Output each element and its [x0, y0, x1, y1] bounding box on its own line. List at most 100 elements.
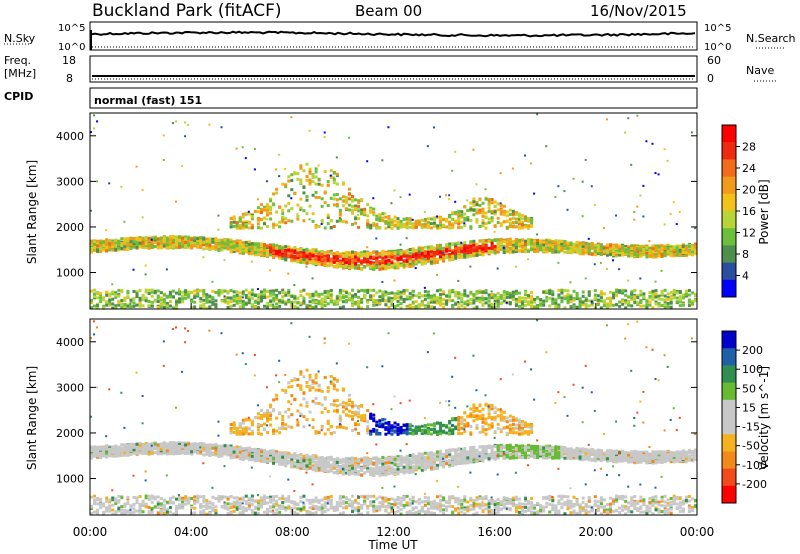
power-cell — [651, 297, 655, 301]
power-cell — [372, 207, 376, 211]
power-cell — [469, 246, 473, 250]
power-cell — [247, 295, 251, 299]
power-cell — [357, 295, 361, 299]
power-cell — [493, 230, 496, 233]
power-cell — [487, 299, 491, 303]
power-cell — [426, 305, 430, 309]
power-cell — [642, 292, 646, 296]
power-cell — [599, 252, 603, 256]
power-cell — [241, 251, 245, 255]
velocity-cell — [96, 509, 100, 513]
power-cell — [472, 208, 476, 212]
power-cell — [220, 291, 224, 295]
power-cell — [439, 255, 443, 259]
power-cell — [390, 218, 394, 222]
power-cell — [372, 263, 376, 267]
power-cell — [278, 225, 282, 229]
power-cell — [323, 169, 327, 173]
power-cell — [484, 222, 488, 226]
power-cell — [205, 300, 209, 304]
power-cell — [302, 255, 306, 259]
power-cell — [272, 251, 276, 255]
power-cell — [357, 225, 361, 229]
power-cell — [414, 258, 418, 262]
power-cell — [281, 256, 285, 260]
power-cell — [241, 299, 245, 303]
power-cell — [105, 229, 108, 232]
power-cell — [190, 241, 194, 245]
power-cell — [232, 299, 236, 303]
power-cell — [536, 113, 539, 116]
power-cell — [332, 252, 336, 256]
power-cell — [584, 305, 588, 309]
power-cell — [281, 215, 285, 219]
power-cell — [214, 246, 218, 250]
power-cell — [96, 244, 100, 248]
power-cell — [542, 243, 546, 247]
power-cell — [220, 240, 224, 244]
power-cell — [533, 297, 537, 301]
power-cell — [232, 215, 236, 219]
power-cell — [605, 297, 609, 301]
power-cell — [159, 291, 163, 295]
power-cell — [269, 199, 273, 203]
power-cell — [442, 246, 446, 250]
power-cell — [548, 240, 552, 244]
power-cell — [214, 299, 218, 303]
power-cell — [256, 206, 260, 210]
power-cell — [678, 298, 682, 302]
power-cell — [196, 237, 200, 241]
power-cell — [493, 294, 497, 298]
power-cell — [156, 237, 160, 241]
power-cell — [308, 300, 312, 304]
power-cell — [99, 291, 103, 295]
power-cell — [347, 250, 351, 254]
power-cell — [235, 226, 239, 230]
power-cell — [326, 289, 330, 293]
power-cell — [326, 264, 330, 268]
power-cell — [153, 236, 157, 240]
power-cell — [557, 293, 561, 297]
power-cell — [663, 294, 667, 298]
power-cell — [114, 306, 118, 310]
power-cell — [205, 239, 209, 243]
power-cell — [639, 194, 642, 197]
power-cell — [341, 257, 345, 261]
power-cell — [102, 248, 106, 252]
power-cell — [314, 293, 318, 297]
power-cell — [663, 247, 667, 251]
power-cell — [329, 226, 333, 230]
power-cell — [454, 291, 458, 295]
power-cell — [256, 293, 260, 297]
power-cell — [612, 253, 616, 257]
power-cell — [648, 249, 652, 253]
power-cell — [405, 306, 409, 310]
power-cell — [618, 304, 622, 308]
power-cell — [329, 293, 333, 297]
power-cell — [651, 253, 655, 257]
power-cell — [663, 302, 667, 306]
power-cell — [396, 249, 400, 253]
power-cell — [548, 296, 552, 300]
power-cell — [357, 253, 361, 257]
power-cell — [681, 251, 685, 255]
power-cell — [308, 295, 312, 299]
power-cell — [475, 218, 479, 222]
power-cell — [250, 248, 254, 252]
power-cell — [672, 201, 675, 204]
power-cell — [223, 238, 227, 242]
power-cell — [93, 295, 97, 299]
power-cell — [651, 250, 655, 254]
power-cell — [238, 301, 242, 305]
power-cell — [429, 257, 433, 261]
power-cell — [187, 238, 191, 242]
power-cell — [299, 253, 303, 257]
power-cell — [338, 291, 342, 295]
power-cell — [311, 248, 315, 252]
power-cell — [490, 293, 494, 297]
power-cell — [226, 305, 230, 309]
power-cell — [284, 167, 287, 170]
power-cell — [381, 262, 385, 266]
power-cell — [174, 200, 177, 203]
